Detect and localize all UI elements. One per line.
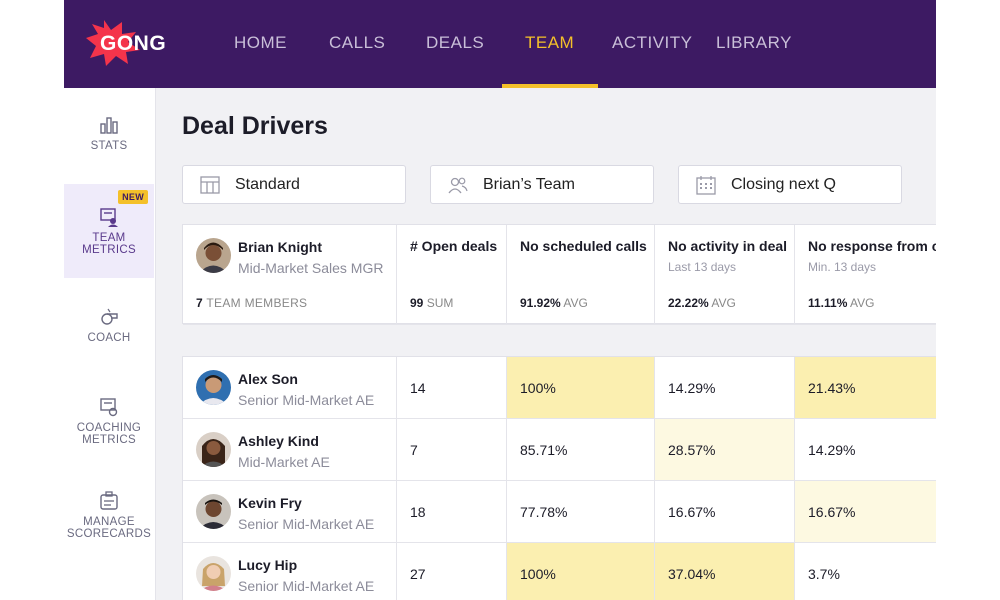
- nav-team[interactable]: TEAM: [525, 33, 575, 52]
- sidebar-item-label: STATS: [90, 140, 128, 152]
- column-stat: 22.22% AVG: [668, 296, 736, 310]
- scorecard-icon: [100, 491, 118, 510]
- rep-name[interactable]: Alex Son: [238, 371, 298, 387]
- whistle-icon: [101, 308, 118, 325]
- column-title: # Open deals: [410, 238, 498, 254]
- team-selector[interactable]: Brian’s Team: [430, 165, 654, 204]
- team-metrics-icon: [100, 208, 118, 227]
- table-row[interactable]: Ashley Kind Mid-Market AE: [183, 419, 397, 481]
- rep-role: Mid-Market AE: [238, 454, 330, 470]
- people-icon: [448, 177, 468, 194]
- active-tab-indicator: [502, 84, 598, 88]
- column-stat: 91.92% AVG: [520, 296, 588, 310]
- avatar: [196, 556, 231, 591]
- cell-no-response: 21.43%: [795, 357, 936, 419]
- manager-name[interactable]: Brian Knight: [238, 239, 322, 255]
- team-members-count: 7 TEAM MEMBERS: [196, 296, 308, 310]
- table-row[interactable]: Lucy Hip Senior Mid-Market AE: [183, 543, 397, 600]
- cell-no-response: 3.7%: [795, 543, 936, 600]
- avatar: [196, 494, 231, 529]
- nav-deals[interactable]: DEALS: [426, 33, 485, 52]
- rep-role: Senior Mid-Market AE: [238, 392, 375, 408]
- sidebar-item-label: COACH: [87, 332, 131, 344]
- column-subtitle: Last 13 days: [668, 260, 737, 274]
- logo-text: GONG: [100, 32, 167, 55]
- cell-no-activity: 14.29%: [655, 357, 795, 419]
- cell-no-scheduled-calls: 85.71%: [507, 419, 655, 481]
- rep-name[interactable]: Kevin Fry: [238, 495, 302, 511]
- bar-chart-icon: [100, 117, 118, 134]
- column-stat: 99 SUM: [410, 296, 454, 310]
- sidebar-item-coaching-metrics[interactable]: COACHING METRICS: [64, 396, 154, 446]
- rep-role: Senior Mid-Market AE: [238, 516, 375, 532]
- cell-no-scheduled-calls: 100%: [507, 543, 655, 600]
- table-icon: [200, 176, 220, 194]
- rep-name[interactable]: Lucy Hip: [238, 557, 298, 573]
- sidebar-item-label: TEAM METRICS: [82, 232, 136, 256]
- top-nav-bar: GONG HOME CALLS DEALS TEAM ACTIVITY LIBR…: [64, 0, 936, 88]
- team-table: Alex Son Senior Mid-Market AE 14 100% 14…: [182, 356, 936, 600]
- nav-home[interactable]: HOME: [234, 33, 287, 52]
- column-header-no-scheduled-calls[interactable]: No scheduled calls 91.92% AVG: [507, 225, 655, 325]
- sidebar-item-stats[interactable]: STATS: [64, 114, 154, 152]
- page-title: Deal Drivers: [182, 112, 328, 140]
- cell-no-response: 16.67%: [795, 481, 936, 543]
- rep-role: Senior Mid-Market AE: [238, 578, 375, 594]
- view-selector[interactable]: Standard: [182, 165, 406, 204]
- sidebar-item-coach[interactable]: COACH: [64, 306, 154, 344]
- nav-calls[interactable]: CALLS: [329, 33, 386, 52]
- cell-no-scheduled-calls: 77.78%: [507, 481, 655, 543]
- nav-library[interactable]: LIBRARY: [716, 33, 792, 52]
- team-selector-label: Brian’s Team: [483, 176, 575, 193]
- table-row[interactable]: Kevin Fry Senior Mid-Market AE: [183, 481, 397, 543]
- column-subtitle: Min. 13 days: [808, 260, 877, 274]
- nav-activity[interactable]: ACTIVITY: [612, 33, 693, 52]
- manager-role: Mid-Market Sales MGR: [238, 260, 384, 276]
- view-selector-label: Standard: [235, 176, 300, 193]
- calendar-icon: [696, 176, 716, 195]
- cell-open-deals: 14: [397, 357, 507, 419]
- date-range-label: Closing next Q: [731, 176, 836, 193]
- date-range-selector[interactable]: Closing next Q: [678, 165, 902, 204]
- cell-open-deals: 7: [397, 419, 507, 481]
- manager-cell: Brian Knight Mid-Market Sales MGR 7 TEAM…: [183, 225, 397, 325]
- table-row[interactable]: Alex Son Senior Mid-Market AE: [183, 357, 397, 419]
- column-stat: 11.11% AVG: [808, 296, 875, 310]
- column-title: No response from co: [808, 238, 936, 254]
- coaching-metrics-icon: [100, 398, 118, 417]
- avatar: [196, 370, 231, 405]
- cell-open-deals: 27: [397, 543, 507, 600]
- column-header-no-response[interactable]: No response from co Min. 13 days 11.11% …: [795, 225, 936, 325]
- avatar: [196, 238, 231, 273]
- sidebar-item-label: COACHING METRICS: [76, 422, 142, 446]
- cell-no-scheduled-calls: 100%: [507, 357, 655, 419]
- new-badge: NEW: [118, 190, 148, 204]
- sidebar-item-label: MANAGE SCORECARDS: [66, 516, 152, 540]
- cell-no-activity: 16.67%: [655, 481, 795, 543]
- rep-name[interactable]: Ashley Kind: [238, 433, 319, 449]
- cell-open-deals: 18: [397, 481, 507, 543]
- sidebar-item-manage-scorecards[interactable]: MANAGE SCORECARDS: [64, 490, 154, 540]
- summary-header: Brian Knight Mid-Market Sales MGR 7 TEAM…: [182, 224, 936, 325]
- cell-no-response: 14.29%: [795, 419, 936, 481]
- gong-logo[interactable]: GONG: [86, 18, 176, 68]
- sidebar-item-team-metrics[interactable]: NEW TEAM METRICS: [64, 184, 154, 278]
- logo-burst-icon: [86, 20, 140, 66]
- column-title: No activity in deal: [668, 238, 788, 254]
- cell-no-activity: 37.04%: [655, 543, 795, 600]
- sidebar: STATS NEW TEAM METRICS COACH: [64, 88, 156, 600]
- column-title: No scheduled calls: [520, 238, 647, 254]
- column-header-open-deals[interactable]: # Open deals 99 SUM: [397, 225, 507, 325]
- avatar: [196, 432, 231, 467]
- app-window: GONG HOME CALLS DEALS TEAM ACTIVITY LIBR…: [64, 0, 936, 600]
- cell-no-activity: 28.57%: [655, 419, 795, 481]
- column-header-no-activity[interactable]: No activity in deal Last 13 days 22.22% …: [655, 225, 795, 325]
